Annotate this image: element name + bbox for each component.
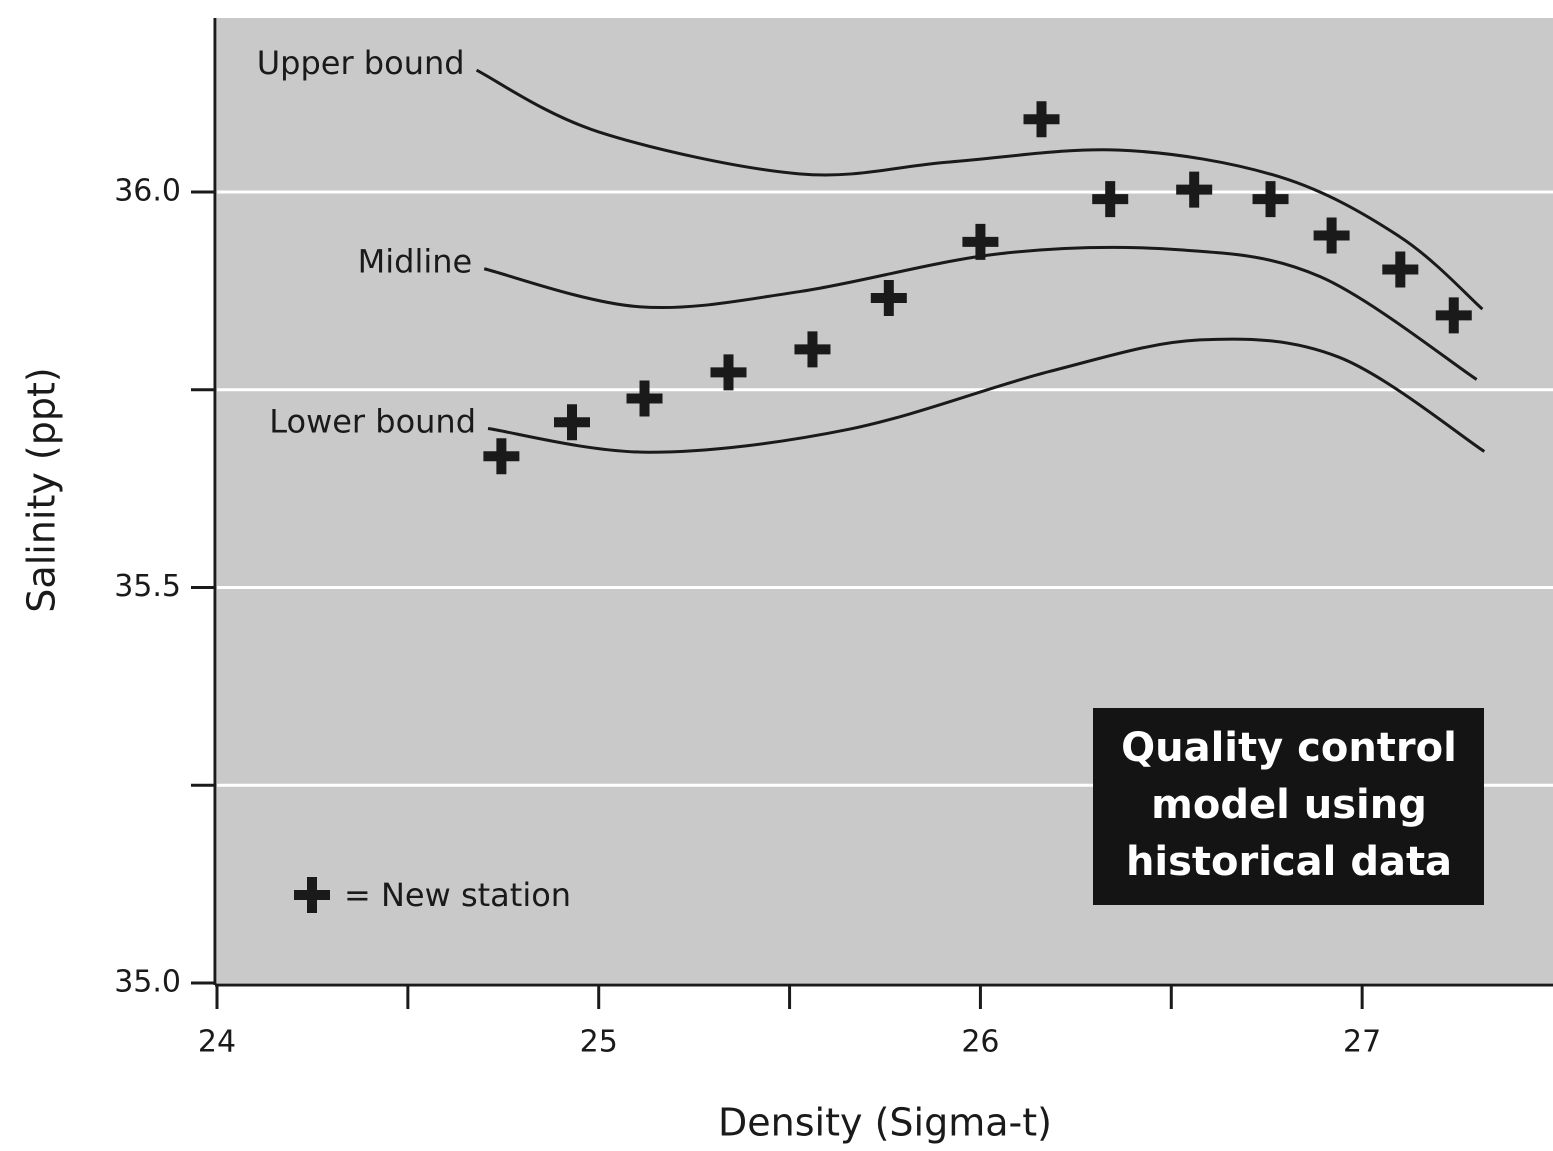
curve [487, 337, 1486, 454]
station-marker [1382, 251, 1419, 288]
curve-label: Upper bound [257, 44, 465, 82]
x-tick-label: 24 [198, 1025, 236, 1060]
station-marker [1092, 181, 1129, 218]
annotation-box [1093, 708, 1484, 905]
station-marker [710, 354, 747, 391]
station-marker [1023, 101, 1060, 138]
curve [483, 245, 1478, 381]
annotation-text: Quality control [1121, 725, 1457, 771]
y-axis-label: Salinity (ppt) [20, 367, 64, 612]
station-marker [626, 380, 663, 417]
station-marker [483, 438, 520, 475]
x-tick-label: 26 [961, 1025, 999, 1060]
station-marker [1252, 181, 1289, 218]
y-tick-label: 36.0 [114, 174, 181, 209]
curve-label: Lower bound [269, 403, 476, 441]
station-marker [962, 223, 999, 260]
station-marker [794, 331, 831, 368]
station-marker [1313, 217, 1350, 254]
x-axis-label: Density (Sigma-t) [718, 1101, 1052, 1145]
station-marker [1435, 297, 1472, 334]
legend-marker [294, 877, 330, 913]
curve [475, 68, 1484, 311]
station-marker [553, 404, 590, 441]
annotation-text: model using [1151, 782, 1427, 828]
legend-label: = New station [344, 876, 571, 914]
station-marker [1176, 171, 1213, 208]
station-marker [870, 280, 907, 317]
y-tick-label: 35.0 [114, 965, 181, 1000]
annotation-text: historical data [1126, 839, 1452, 885]
x-tick-label: 27 [1343, 1025, 1381, 1060]
x-tick-label: 25 [580, 1025, 618, 1060]
curve-label: Midline [358, 243, 473, 281]
y-tick-label: 35.5 [114, 569, 181, 604]
